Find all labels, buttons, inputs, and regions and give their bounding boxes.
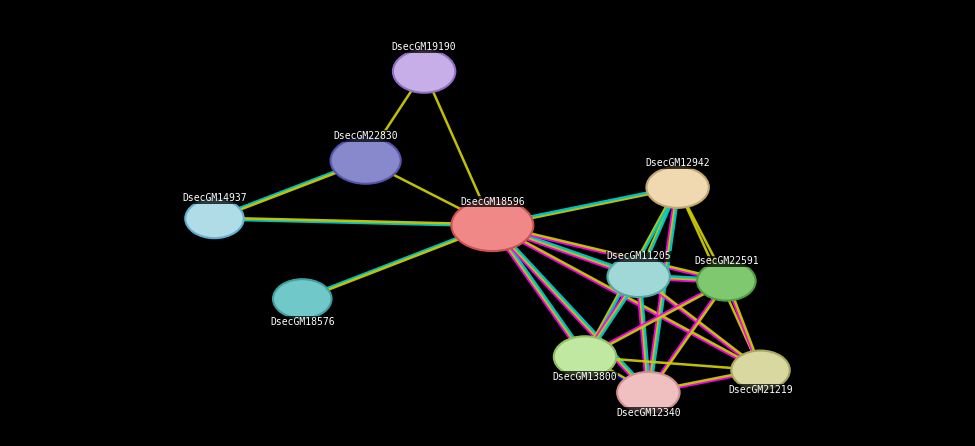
- Text: DsecGM12942: DsecGM12942: [645, 158, 710, 168]
- Text: DsecGM18596: DsecGM18596: [460, 197, 525, 206]
- Text: DsecGM14937: DsecGM14937: [182, 194, 247, 203]
- Text: DsecGM19190: DsecGM19190: [392, 42, 456, 52]
- Ellipse shape: [393, 50, 455, 93]
- Text: DsecGM13800: DsecGM13800: [553, 372, 617, 382]
- Ellipse shape: [617, 372, 680, 413]
- Ellipse shape: [646, 167, 709, 208]
- Ellipse shape: [451, 199, 533, 251]
- Text: DsecGM18576: DsecGM18576: [270, 317, 334, 327]
- Ellipse shape: [607, 256, 670, 297]
- Ellipse shape: [731, 351, 790, 390]
- Text: DsecGM21219: DsecGM21219: [728, 385, 793, 395]
- Text: DsecGM11205: DsecGM11205: [606, 252, 671, 261]
- Ellipse shape: [185, 199, 244, 238]
- Ellipse shape: [331, 137, 401, 184]
- Ellipse shape: [697, 261, 756, 301]
- Text: DsecGM12340: DsecGM12340: [616, 408, 681, 417]
- Text: DsecGM22830: DsecGM22830: [333, 131, 398, 141]
- Text: DsecGM22591: DsecGM22591: [694, 256, 759, 266]
- Ellipse shape: [554, 336, 616, 377]
- Ellipse shape: [273, 279, 332, 318]
